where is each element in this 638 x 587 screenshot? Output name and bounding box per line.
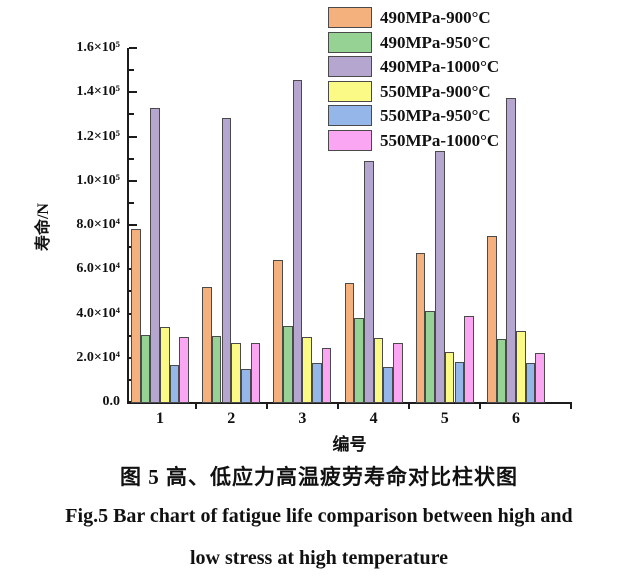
y-major-tick — [129, 91, 137, 94]
y-tick-label: 1.6×10⁵ — [76, 40, 120, 55]
legend-label: 550MPa-1000°C — [380, 130, 500, 150]
x-minor-tick — [337, 404, 339, 409]
legend-swatch-550MPa-1000°C — [328, 129, 372, 151]
y-minor-tick — [129, 157, 134, 160]
bar-group6-490MPa-1000°C — [506, 97, 516, 403]
y-major-tick — [129, 179, 137, 182]
y-axis-line — [127, 48, 129, 404]
legend-label: 490MPa-950°C — [380, 32, 491, 52]
bar-group3-490MPa-1000°C — [292, 80, 303, 403]
legend-item: 490MPa-950°C — [328, 31, 499, 53]
legend-label: 550MPa-950°C — [380, 106, 491, 126]
y-major-tick — [129, 47, 137, 49]
x-end-tick — [570, 404, 572, 409]
legend-swatch-550MPa-950°C — [328, 105, 372, 127]
bar-group5-550MPa-900°C — [444, 352, 455, 403]
bar-group2-550MPa-1000°C — [250, 343, 261, 403]
y-minor-tick — [129, 201, 134, 204]
bar-group4-490MPa-950°C — [354, 317, 364, 403]
legend-label: 490MPa-1000°C — [380, 57, 500, 77]
legend: 490MPa-900°C 490MPa-950°C 490MPa-1000°C 550… — [328, 7, 499, 155]
bar-group4-550MPa-1000°C — [393, 343, 403, 403]
bar-group2-490MPa-1000°C — [221, 117, 232, 403]
bar-group2-550MPa-950°C — [240, 368, 251, 403]
bar-group1-490MPa-900°C — [130, 229, 141, 403]
bar-group4-550MPa-950°C — [383, 366, 393, 403]
bar-group3-550MPa-950°C — [312, 363, 322, 403]
x-minor-tick — [479, 404, 482, 409]
x-axis-title: 编号 — [332, 435, 367, 454]
legend-item: 490MPa-900°C — [328, 7, 499, 28]
bar-group3-490MPa-900°C — [273, 260, 283, 403]
bar-group1-490MPa-1000°C — [150, 107, 160, 403]
bar-group3-550MPa-1000°C — [321, 347, 332, 403]
y-minor-tick — [129, 113, 134, 116]
legend-swatch-490MPa-1000°C — [328, 56, 372, 78]
y-tick-label: 1.0×10⁵ — [76, 172, 120, 188]
bar-group1-550MPa-900°C — [160, 326, 170, 403]
bar-group6-550MPa-900°C — [516, 331, 526, 403]
x-minor-tick — [194, 404, 197, 409]
legend-item: 490MPa-1000°C — [328, 56, 500, 78]
y-axis-title: 寿命/N — [35, 203, 52, 252]
x-category-label: 4 — [369, 410, 378, 427]
bar-group2-490MPa-950°C — [211, 335, 222, 403]
y-major-tick — [129, 224, 137, 226]
legend-label: 490MPa-900°C — [380, 8, 491, 27]
legend-swatch-490MPa-950°C — [328, 31, 372, 53]
caption-chinese: 图 5 高、低应力高温疲劳寿命对比柱状图 — [120, 465, 518, 489]
bar-group1-490MPa-950°C — [140, 334, 151, 403]
legend-item: 550MPa-1000°C — [328, 129, 500, 151]
legend-swatch-550MPa-900°C — [328, 80, 372, 102]
x-category-label: 3 — [298, 410, 307, 427]
bar-group2-490MPa-900°C — [202, 286, 212, 403]
y-tick-label: 6.0×10⁴ — [76, 261, 120, 277]
y-minor-tick — [129, 69, 134, 72]
x-category-label: 5 — [440, 410, 449, 427]
y-tick-label: 1.4×10⁵ — [76, 84, 120, 100]
caption-english-line1: Fig.5 Bar chart of fatigue life comparis… — [65, 505, 573, 527]
bar-group2-550MPa-900°C — [231, 343, 241, 403]
bar-group5-490MPa-1000°C — [435, 150, 445, 403]
bar-group1-550MPa-950°C — [169, 365, 180, 403]
y-tick-label: 2.0×10⁴ — [76, 349, 120, 365]
bar-group4-490MPa-1000°C — [363, 160, 374, 403]
caption-english-line2: low stress at high temperature — [189, 547, 449, 569]
bar-group6-550MPa-950°C — [525, 363, 536, 403]
x-category-label: 2 — [227, 410, 236, 427]
y-major-tick — [129, 135, 137, 138]
y-tick-label: 4.0×10⁴ — [76, 305, 120, 321]
bar-group3-550MPa-900°C — [302, 336, 313, 403]
legend-item: 550MPa-950°C — [328, 105, 499, 127]
y-tick-label: 8.0×10⁴ — [76, 217, 120, 232]
bar-group5-490MPa-900°C — [415, 252, 426, 403]
legend-swatch-490MPa-900°C — [328, 7, 372, 28]
x-minor-tick — [265, 404, 268, 409]
y-tick-label: 0.0 — [102, 394, 121, 409]
y-tick-label: 1.2×10⁵ — [76, 128, 120, 144]
bar-group4-550MPa-900°C — [373, 337, 384, 403]
x-category-label: 1 — [156, 410, 164, 427]
bar-group1-550MPa-1000°C — [179, 336, 190, 403]
bar-group5-550MPa-1000°C — [464, 315, 474, 403]
x-axis-line — [127, 402, 572, 404]
bar-group5-550MPa-950°C — [454, 362, 465, 403]
legend-item: 550MPa-900°C — [328, 80, 499, 102]
legend-label: 550MPa-900°C — [380, 81, 491, 101]
bar-group5-490MPa-950°C — [425, 311, 436, 403]
bar-group6-490MPa-900°C — [486, 236, 497, 403]
bar-chart: 寿命/N 编号 0.0 2.0×10⁴ 4.0×10⁴ 6.0×10⁴ 8.0×10⁴ 1… — [35, 7, 572, 454]
bar-group3-490MPa-950°C — [283, 325, 293, 403]
bar-group6-490MPa-950°C — [496, 338, 507, 403]
bar-group4-490MPa-900°C — [344, 282, 355, 403]
x-category-label: 6 — [512, 410, 520, 427]
bar-group6-550MPa-1000°C — [535, 353, 546, 403]
x-minor-tick — [408, 404, 411, 409]
